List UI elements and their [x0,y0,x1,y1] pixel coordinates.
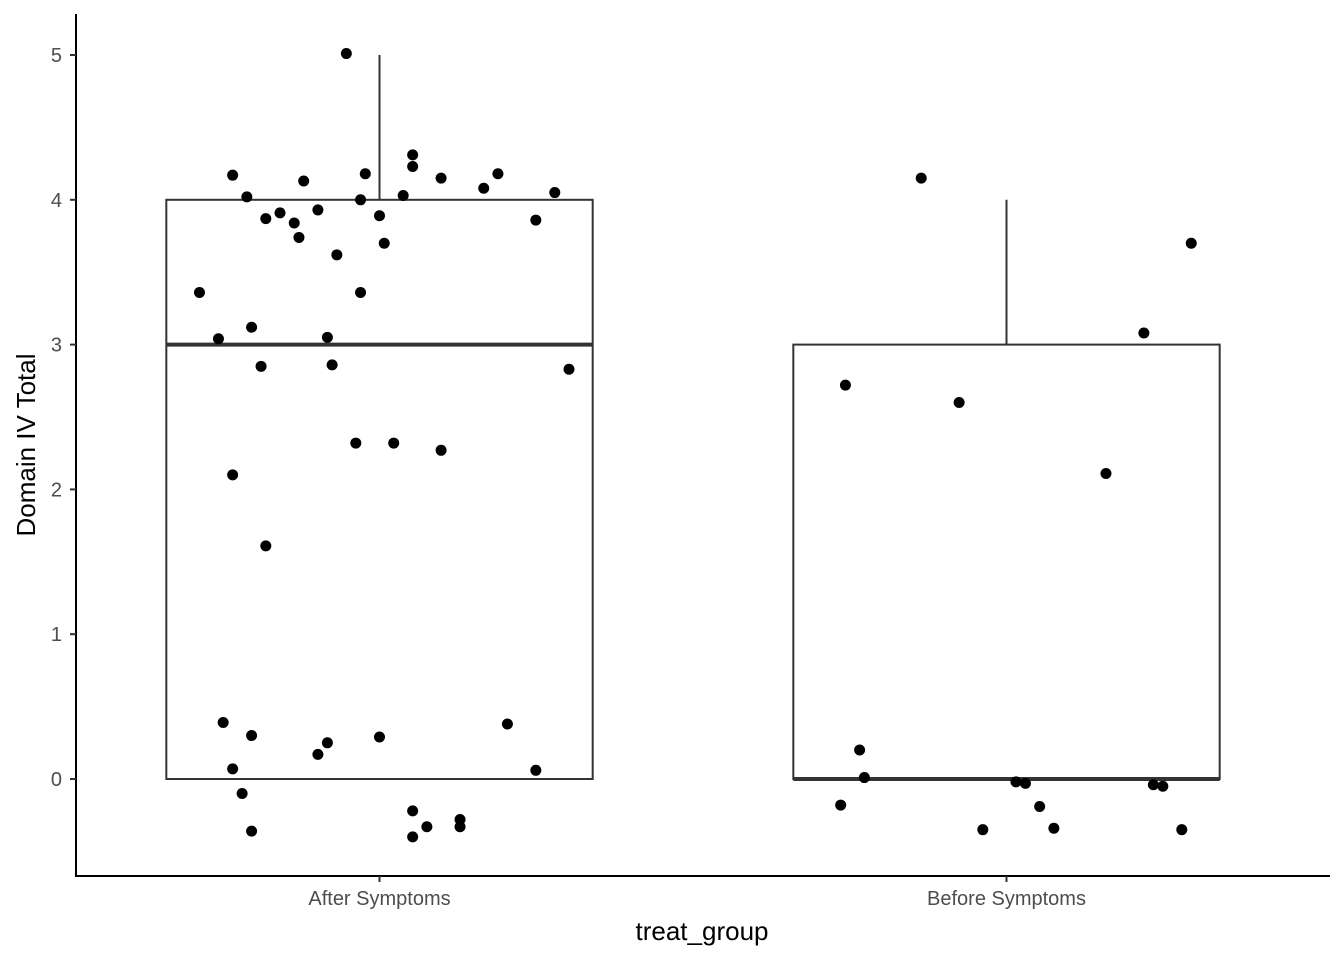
data-point [312,204,324,216]
y-tick-label: 1 [51,624,62,646]
data-point [321,737,333,749]
data-point [388,437,400,449]
data-point [350,437,362,449]
data-point [193,286,205,298]
data-point [227,763,239,775]
data-point [355,194,367,206]
data-point [501,718,513,730]
data-point [255,360,267,372]
axes-layer [75,14,1330,877]
data-point [953,397,965,409]
data-point [340,48,352,60]
ticks-layer: 0 1 2 3 4 5 After Symptoms Before Symptoms [51,45,1086,910]
x-tick-label: After Symptoms [308,888,450,910]
y-tick-label: 3 [51,335,62,357]
data-point [397,189,409,201]
y-tick-label: 5 [51,45,62,67]
data-point [1100,467,1112,479]
data-point [260,213,272,225]
data-point [839,379,851,391]
data-point [1147,779,1159,791]
data-point [217,717,229,729]
data-point [1176,824,1188,836]
data-point [374,210,385,222]
data-point [1157,780,1169,792]
data-point [563,363,575,375]
y-tick-label: 0 [51,769,62,791]
data-point [326,359,338,371]
data-point [407,160,419,172]
x-tick-label: Before Symptoms [927,888,1086,910]
data-point [227,469,239,481]
data-point [374,731,385,743]
data-point [1048,822,1060,834]
data-point [246,825,258,837]
data-point [854,744,866,756]
data-point [478,182,490,194]
data-point [241,191,253,203]
data-point [355,286,367,298]
y-tick-label: 4 [51,190,62,212]
data-point [549,187,561,199]
data-point [260,540,272,552]
x-axis-title: treat_group [636,916,769,946]
data-point [407,149,419,161]
data-point [454,821,466,833]
data-point [246,321,258,333]
data-point [359,168,371,180]
data-point [407,831,419,843]
data-point [858,772,870,784]
data-point [312,748,324,760]
data-point [288,217,300,229]
data-point [378,237,390,249]
data-point [530,214,542,226]
data-point [835,799,847,811]
data-point [1019,777,1031,789]
data-point [1034,801,1046,813]
data-point [435,172,447,184]
box-before-symptoms [792,343,1221,780]
data-point [274,207,286,219]
data-point [212,333,224,345]
y-axis-title: Domain IV Total [11,353,41,536]
data-point [321,331,333,343]
data-point [246,730,258,742]
data-point [407,805,419,817]
data-point [492,168,504,180]
data-point [1010,776,1022,788]
data-point [331,249,343,261]
data-point [421,821,433,833]
box-after-symptoms [165,198,594,781]
data-point [1185,237,1197,249]
points-layer [193,48,1197,843]
data-point [435,444,447,456]
data-point [977,824,989,836]
data-point [530,764,542,776]
data-point [1138,327,1150,339]
data-point [293,231,305,243]
y-tick-label: 2 [51,479,62,501]
data-point [227,169,239,181]
data-point [298,175,310,187]
data-point [236,787,248,799]
data-point [915,172,927,184]
boxes-layer [165,55,1221,781]
